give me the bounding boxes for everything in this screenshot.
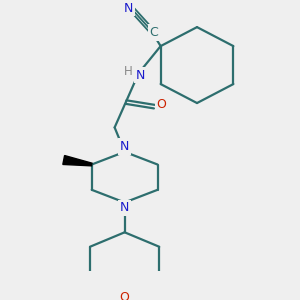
Text: N: N: [120, 201, 129, 214]
Text: N: N: [124, 2, 133, 15]
Text: N: N: [136, 68, 145, 82]
Text: O: O: [157, 98, 166, 111]
Text: N: N: [120, 140, 129, 153]
Text: H: H: [124, 65, 133, 78]
Text: C: C: [149, 26, 158, 39]
Text: O: O: [120, 291, 130, 300]
Polygon shape: [63, 155, 92, 166]
